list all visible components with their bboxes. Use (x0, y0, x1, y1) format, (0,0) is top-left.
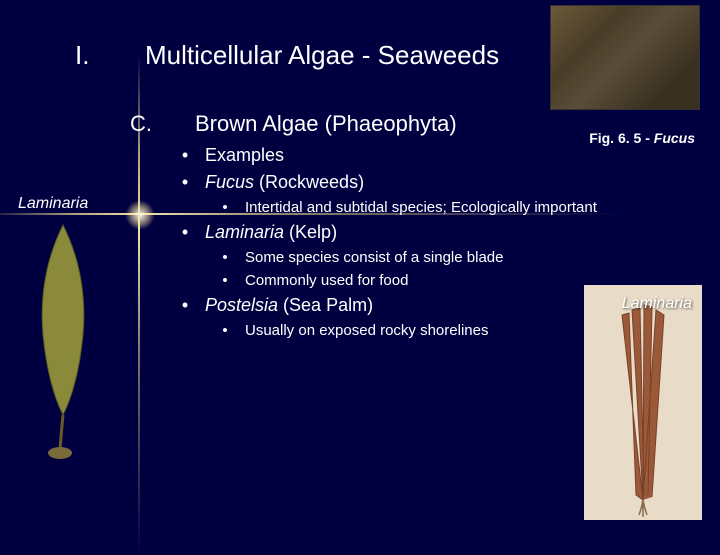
slide-heading: Multicellular Algae - Seaweeds (145, 40, 499, 71)
postelsia-name: Postelsia (205, 295, 278, 315)
postelsia-d1-text: Usually on exposed rocky shorelines (245, 322, 488, 339)
bullet-dot: • (205, 272, 245, 289)
label-laminaria-left: Laminaria (18, 195, 88, 213)
slide-subheading: Brown Algae (Phaeophyta) (195, 111, 457, 137)
outline-number-I: I. (75, 40, 145, 71)
label-laminaria-right: Laminaria (622, 295, 692, 313)
bullet-dot: • (165, 295, 205, 316)
bullet-examples-text: Examples (205, 145, 284, 166)
bullet-dot: • (165, 172, 205, 193)
bullet-fucus-detail: • Intertidal and subtidal species; Ecolo… (205, 199, 700, 216)
fucus-detail-text: Intertidal and subtidal species; Ecologi… (245, 199, 597, 216)
bullet-laminaria-text: Laminaria (Kelp) (205, 222, 337, 243)
bullet-fucus-text: Fucus (Rockweeds) (205, 172, 364, 193)
laminaria-name: Laminaria (205, 222, 284, 242)
laminaria-common: (Kelp) (284, 222, 337, 242)
bullet-dot: • (165, 145, 205, 166)
bullet-dot: • (205, 249, 245, 266)
slide-content: I. Multicellular Algae - Seaweeds C. Bro… (0, 0, 720, 359)
laminaria-d1-text: Some species consist of a single blade (245, 249, 503, 266)
bullet-dot: • (205, 199, 245, 216)
fucus-common: (Rockweeds) (254, 172, 364, 192)
bullet-fucus: • Fucus (Rockweeds) (165, 172, 700, 193)
bullet-laminaria-d2: • Commonly used for food (205, 272, 700, 289)
bullet-dot: • (165, 222, 205, 243)
outline-number-C: C. (130, 111, 195, 137)
bullet-postelsia: • Postelsia (Sea Palm) (165, 295, 700, 316)
laminaria-d2-text: Commonly used for food (245, 272, 408, 289)
bullet-examples: • Examples (165, 145, 700, 166)
bullet-postelsia-text: Postelsia (Sea Palm) (205, 295, 373, 316)
bullet-list: • Examples • Fucus (Rockweeds) • Interti… (165, 145, 700, 339)
bullet-postelsia-d1: • Usually on exposed rocky shorelines (205, 322, 700, 339)
bullet-dot: • (205, 322, 245, 339)
postelsia-common: (Sea Palm) (278, 295, 373, 315)
bullet-laminaria: • Laminaria (Kelp) (165, 222, 700, 243)
bullet-laminaria-d1: • Some species consist of a single blade (205, 249, 700, 266)
fucus-name: Fucus (205, 172, 254, 192)
